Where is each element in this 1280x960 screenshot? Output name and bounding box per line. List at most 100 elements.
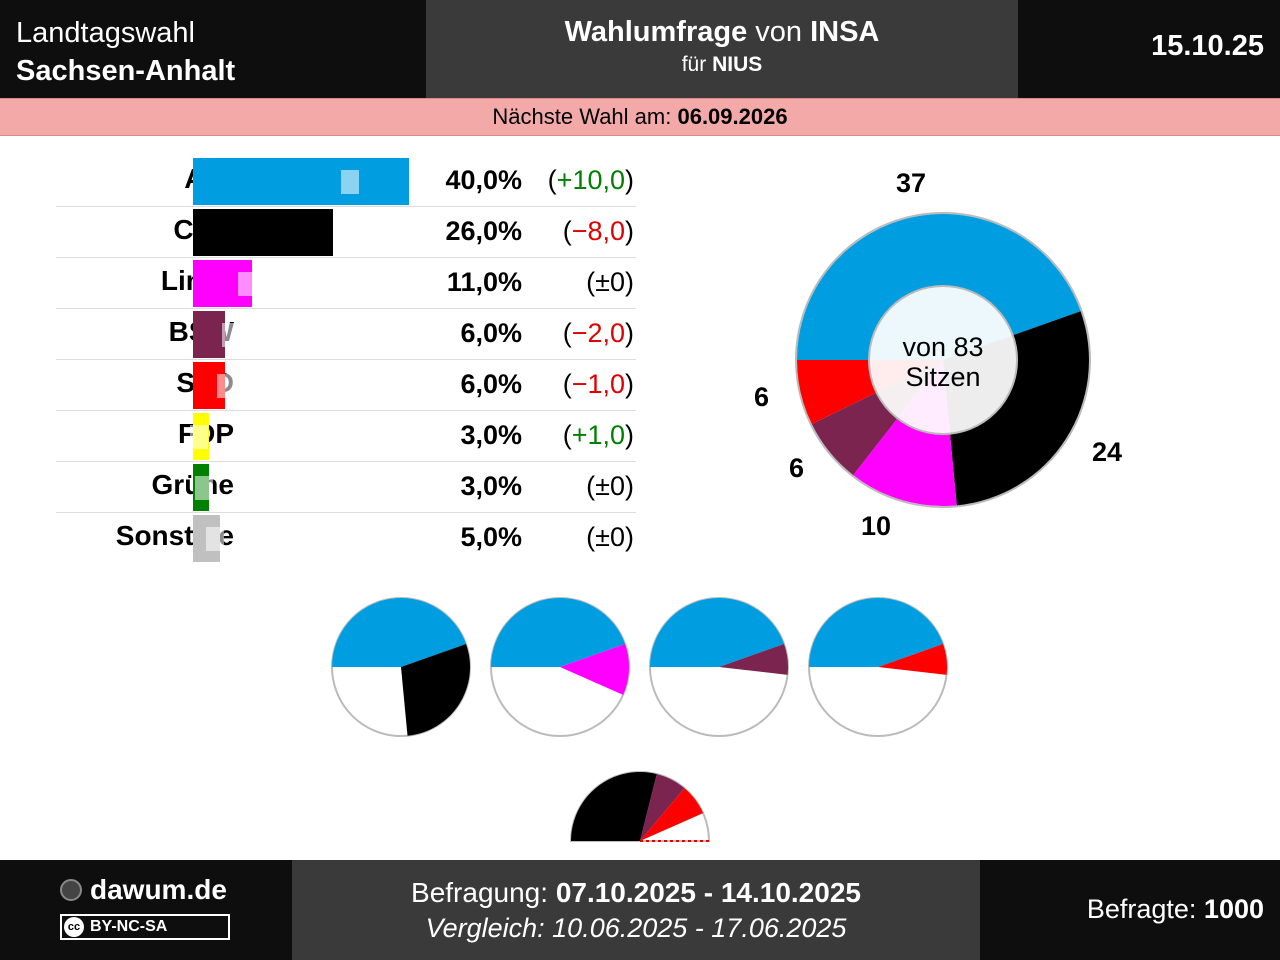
change-label: (±0) [586, 471, 634, 501]
donut-center-line2: Sitzen [905, 362, 981, 392]
previous-value-marker-bsw [222, 323, 241, 347]
value-label: 6,0% [460, 318, 522, 348]
coalition-4-slice-afd [809, 598, 944, 667]
dawum-logo-icon [60, 879, 82, 901]
poll-title-von: von [755, 16, 803, 48]
donut-center-line1: von 83 [902, 332, 984, 362]
value-label: 5,0% [460, 522, 522, 552]
coalition-1-slice-cdu [401, 643, 470, 736]
previous-value-marker-sonstige [206, 527, 224, 551]
client-prefix: für [681, 53, 707, 76]
change-value: ±0 [595, 522, 625, 552]
compare-range: 10.06.2025 - 17.06.2025 [552, 913, 847, 943]
seat-label-afd: 37 [896, 168, 927, 198]
party-row-bsw: BSW6,0%(−2,0) [56, 309, 636, 360]
value-label: 11,0% [446, 267, 522, 297]
previous-value-marker-linke [238, 272, 257, 296]
half-circle-slice-cdu [571, 772, 657, 841]
brand-label: dawum.de [90, 874, 227, 905]
value-label: 26,0% [445, 216, 522, 246]
change-label: (±0) [586, 522, 634, 552]
election-region: Sachsen-Anhalt [16, 55, 236, 87]
survey-range: 07.10.2025 - 14.10.2025 [555, 877, 861, 908]
previous-value-marker-spd [216, 374, 235, 398]
coalition-2-slice-linke [560, 643, 629, 695]
change-value: −1,0 [571, 369, 625, 399]
change-label: (−1,0) [562, 369, 634, 399]
change-value: −2,0 [571, 318, 625, 348]
party-row-sonstige: Sonstige 5,0% (±0) [56, 513, 636, 563]
compare-label: Vergleich: [425, 913, 545, 943]
poll-institute: INSA [810, 16, 880, 48]
party-row-fdp: FDP3,0%(+1,0) [56, 411, 636, 462]
seat-label-bsw: 6 [789, 453, 805, 483]
change-value: ±0 [595, 471, 625, 501]
previous-value-marker-afd [341, 170, 359, 194]
next-election-date: 06.09.2026 [677, 104, 788, 129]
coalition-2-slice-afd [491, 598, 626, 667]
next-election-bar: Nächste Wahl am: 06.09.2026 [0, 98, 1280, 136]
previous-value-marker-fdp [189, 425, 208, 449]
seat-donut-chart [331, 212, 1091, 842]
bar-cdu [193, 209, 334, 256]
license-text: BY-NC-SA [90, 918, 168, 935]
brand-name[interactable]: dawum.de [60, 874, 230, 906]
party-row-grne: Grüne 3,0% (±0) [56, 462, 636, 513]
change-value: −8,0 [571, 216, 625, 246]
value-label: 6,0% [460, 369, 522, 399]
next-election-label: Nächste Wahl am: [492, 104, 672, 129]
party-name: Grüne [152, 469, 234, 501]
coalition-3-slice-afd [650, 598, 785, 667]
change-value: +1,0 [571, 420, 625, 450]
compare-range-line: Vergleich: 10.06.2025 - 17.06.2025 [292, 910, 980, 946]
poll-title-bold: Wahlumfrage [564, 16, 748, 48]
party-bar-chart: AfD40,0%(+10,0)CDU26,0%(−8,0)Linke11,0%(… [56, 156, 636, 563]
change-label: (−2,0) [562, 318, 634, 348]
survey-label: Befragung: [411, 877, 549, 908]
survey-range-line: Befragung: 07.10.2025 - 14.10.2025 [292, 876, 980, 910]
respondents: Befragte: 1000 [1087, 894, 1264, 925]
value-label: 40,0% [445, 165, 522, 195]
bar-afd [193, 158, 409, 205]
half-circle-slice-spd [640, 788, 704, 841]
footer-bar: dawum.de cc BY-NC-SA Befragung: 07.10.202… [0, 860, 1280, 960]
seat-label-linke: 10 [861, 511, 892, 541]
change-label: (−8,0) [562, 216, 634, 246]
respondents-count: 1000 [1203, 894, 1264, 924]
seat-label-spd: 6 [754, 382, 770, 412]
party-row-cdu: CDU26,0%(−8,0) [56, 207, 636, 258]
value-label: 3,0% [460, 420, 522, 450]
half-circle-slice-bsw [640, 774, 685, 841]
change-label: (±0) [586, 267, 634, 297]
party-row-linke: Linke11,0%(±0) [56, 258, 636, 309]
poll-title: Wahlumfrage von INSA [426, 14, 1018, 50]
change-label: (+10,0) [547, 165, 634, 195]
election-type: Landtagswahl [16, 17, 195, 49]
donut-hole [868, 285, 1018, 435]
value-label: 3,0% [460, 471, 522, 501]
bar-bsw [193, 311, 226, 358]
election-title: Landtagswahl Sachsen-Anhalt [16, 14, 235, 90]
seat-label-cdu: 24 [1092, 437, 1123, 467]
party-row-spd: SPD6,0%(−1,0) [56, 360, 636, 411]
party-row-afd: AfD40,0%(+10,0) [56, 156, 636, 207]
poll-client: für NIUS [426, 50, 1018, 80]
poll-info: Wahlumfrage von INSA für NIUS [426, 0, 1018, 98]
coalition-4-slice-spd [878, 643, 947, 675]
coalition-1-slice-afd [332, 598, 467, 667]
poll-date: 15.10.25 [1151, 30, 1264, 62]
license-badge[interactable]: cc BY-NC-SA [60, 914, 230, 940]
change-value: ±0 [595, 267, 625, 297]
change-label: (+1,0) [562, 420, 634, 450]
previous-value-marker-cdu [362, 221, 381, 245]
change-value: +10,0 [556, 165, 625, 195]
footer-brand: dawum.de cc BY-NC-SA [60, 874, 230, 940]
creative-commons-icon: cc [64, 917, 84, 937]
header-bar: Landtagswahl Sachsen-Anhalt Wahlumfrage … [0, 0, 1280, 98]
donut-center-text: von 83 Sitzen [868, 332, 1018, 392]
survey-period: Befragung: 07.10.2025 - 14.10.2025 Vergl… [292, 860, 980, 960]
client-name: NIUS [712, 53, 763, 76]
previous-value-marker-grne [195, 476, 214, 500]
respondents-label: Befragte: [1086, 894, 1197, 924]
coalition-3-slice-bsw [719, 643, 788, 675]
